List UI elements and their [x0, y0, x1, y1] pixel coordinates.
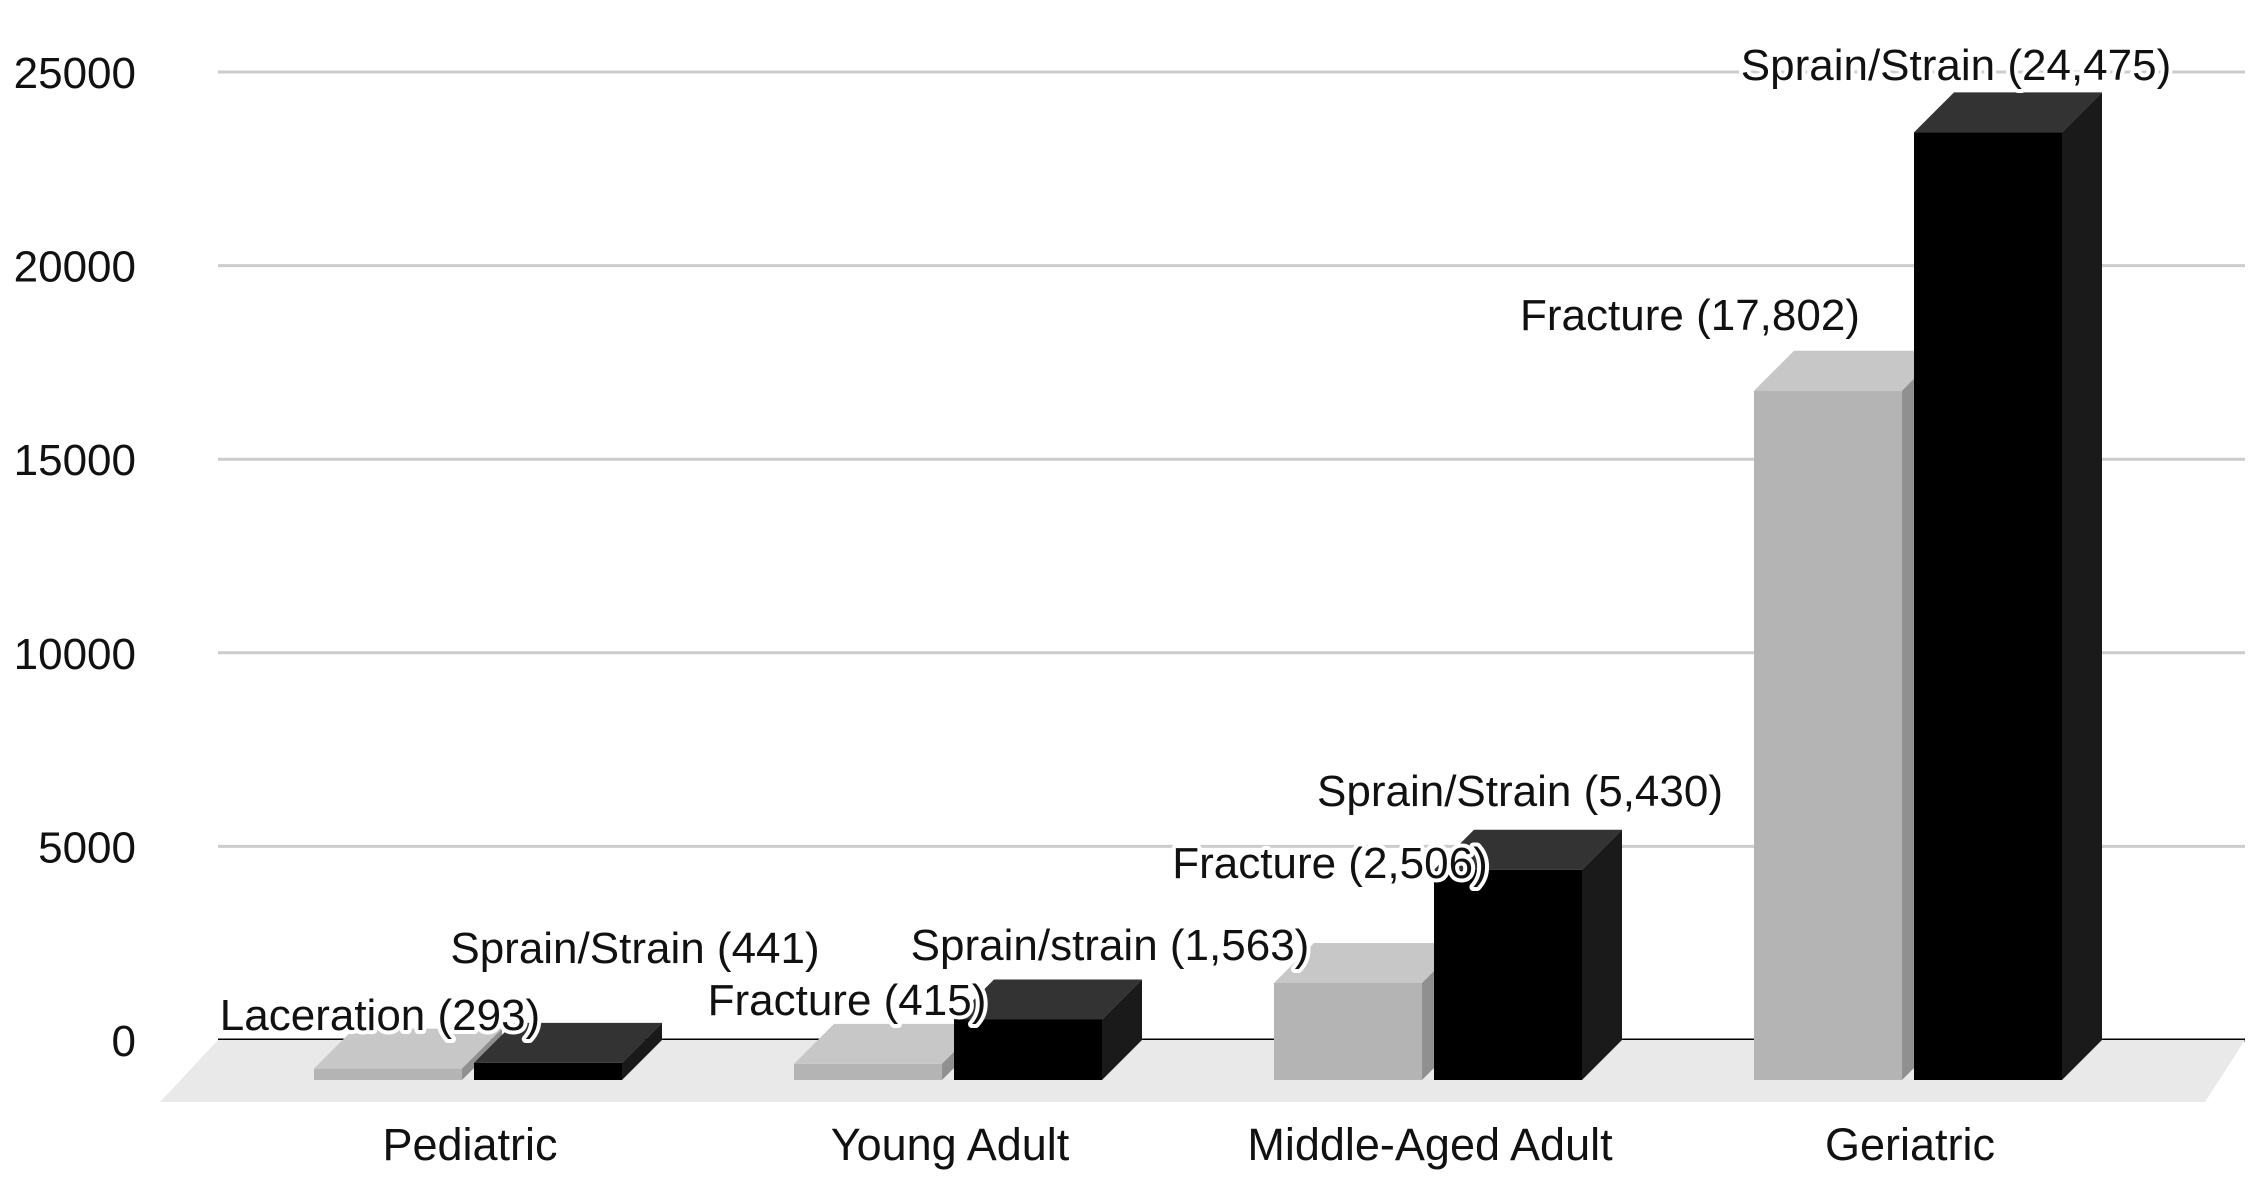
bar-top-face [314, 1028, 502, 1069]
y-tick-label: 25000 [14, 49, 136, 98]
bar-top-face [954, 979, 1142, 1020]
y-tick-label: 10000 [14, 630, 136, 679]
bar-side-face [2062, 92, 2102, 1080]
bar-top-face [1434, 829, 1622, 870]
bar [794, 1063, 942, 1080]
bar-top-face [1914, 92, 2102, 133]
bar [1914, 132, 2062, 1080]
bar-side-face [1582, 829, 1622, 1080]
x-tick-label: Geriatric [1825, 1119, 1995, 1170]
y-tick-label: 0 [112, 1017, 136, 1066]
x-tick-label: Pediatric [382, 1119, 557, 1170]
data-label: Laceration (293) [220, 991, 540, 1040]
bar-top-face [474, 1022, 662, 1063]
data-label: Fracture (2,506) [1172, 839, 1487, 888]
bar [1274, 982, 1422, 1080]
y-tick-label: 20000 [14, 243, 136, 292]
data-label: Sprain/strain (1,563) [911, 921, 1310, 970]
bar-top-face [1274, 942, 1462, 983]
y-tick-label: 5000 [38, 823, 136, 872]
bar-side-face [1102, 979, 1142, 1080]
data-label: Fracture (415) [708, 976, 987, 1025]
bar-top-face [1754, 350, 1942, 391]
bar-top-face [794, 1023, 982, 1064]
data-label: Sprain/Strain (5,430) [1317, 767, 1723, 816]
bar [1434, 869, 1582, 1080]
bar [954, 1019, 1102, 1080]
x-tick-label: Middle-Aged Adult [1247, 1119, 1613, 1170]
bar [1754, 390, 1902, 1081]
y-tick-label: 15000 [14, 436, 136, 485]
bar [314, 1068, 462, 1080]
x-tick-label: Young Adult [831, 1119, 1070, 1170]
chart-floor [160, 1040, 2245, 1102]
data-label: Sprain/Strain (441) [450, 924, 819, 973]
bar-side-face [622, 1022, 662, 1080]
data-label: Sprain/Strain (24,475) [1741, 41, 2171, 90]
bar-side-face [462, 1028, 502, 1080]
data-label: Fracture (17,802) [1520, 291, 1860, 340]
bar [474, 1062, 622, 1080]
